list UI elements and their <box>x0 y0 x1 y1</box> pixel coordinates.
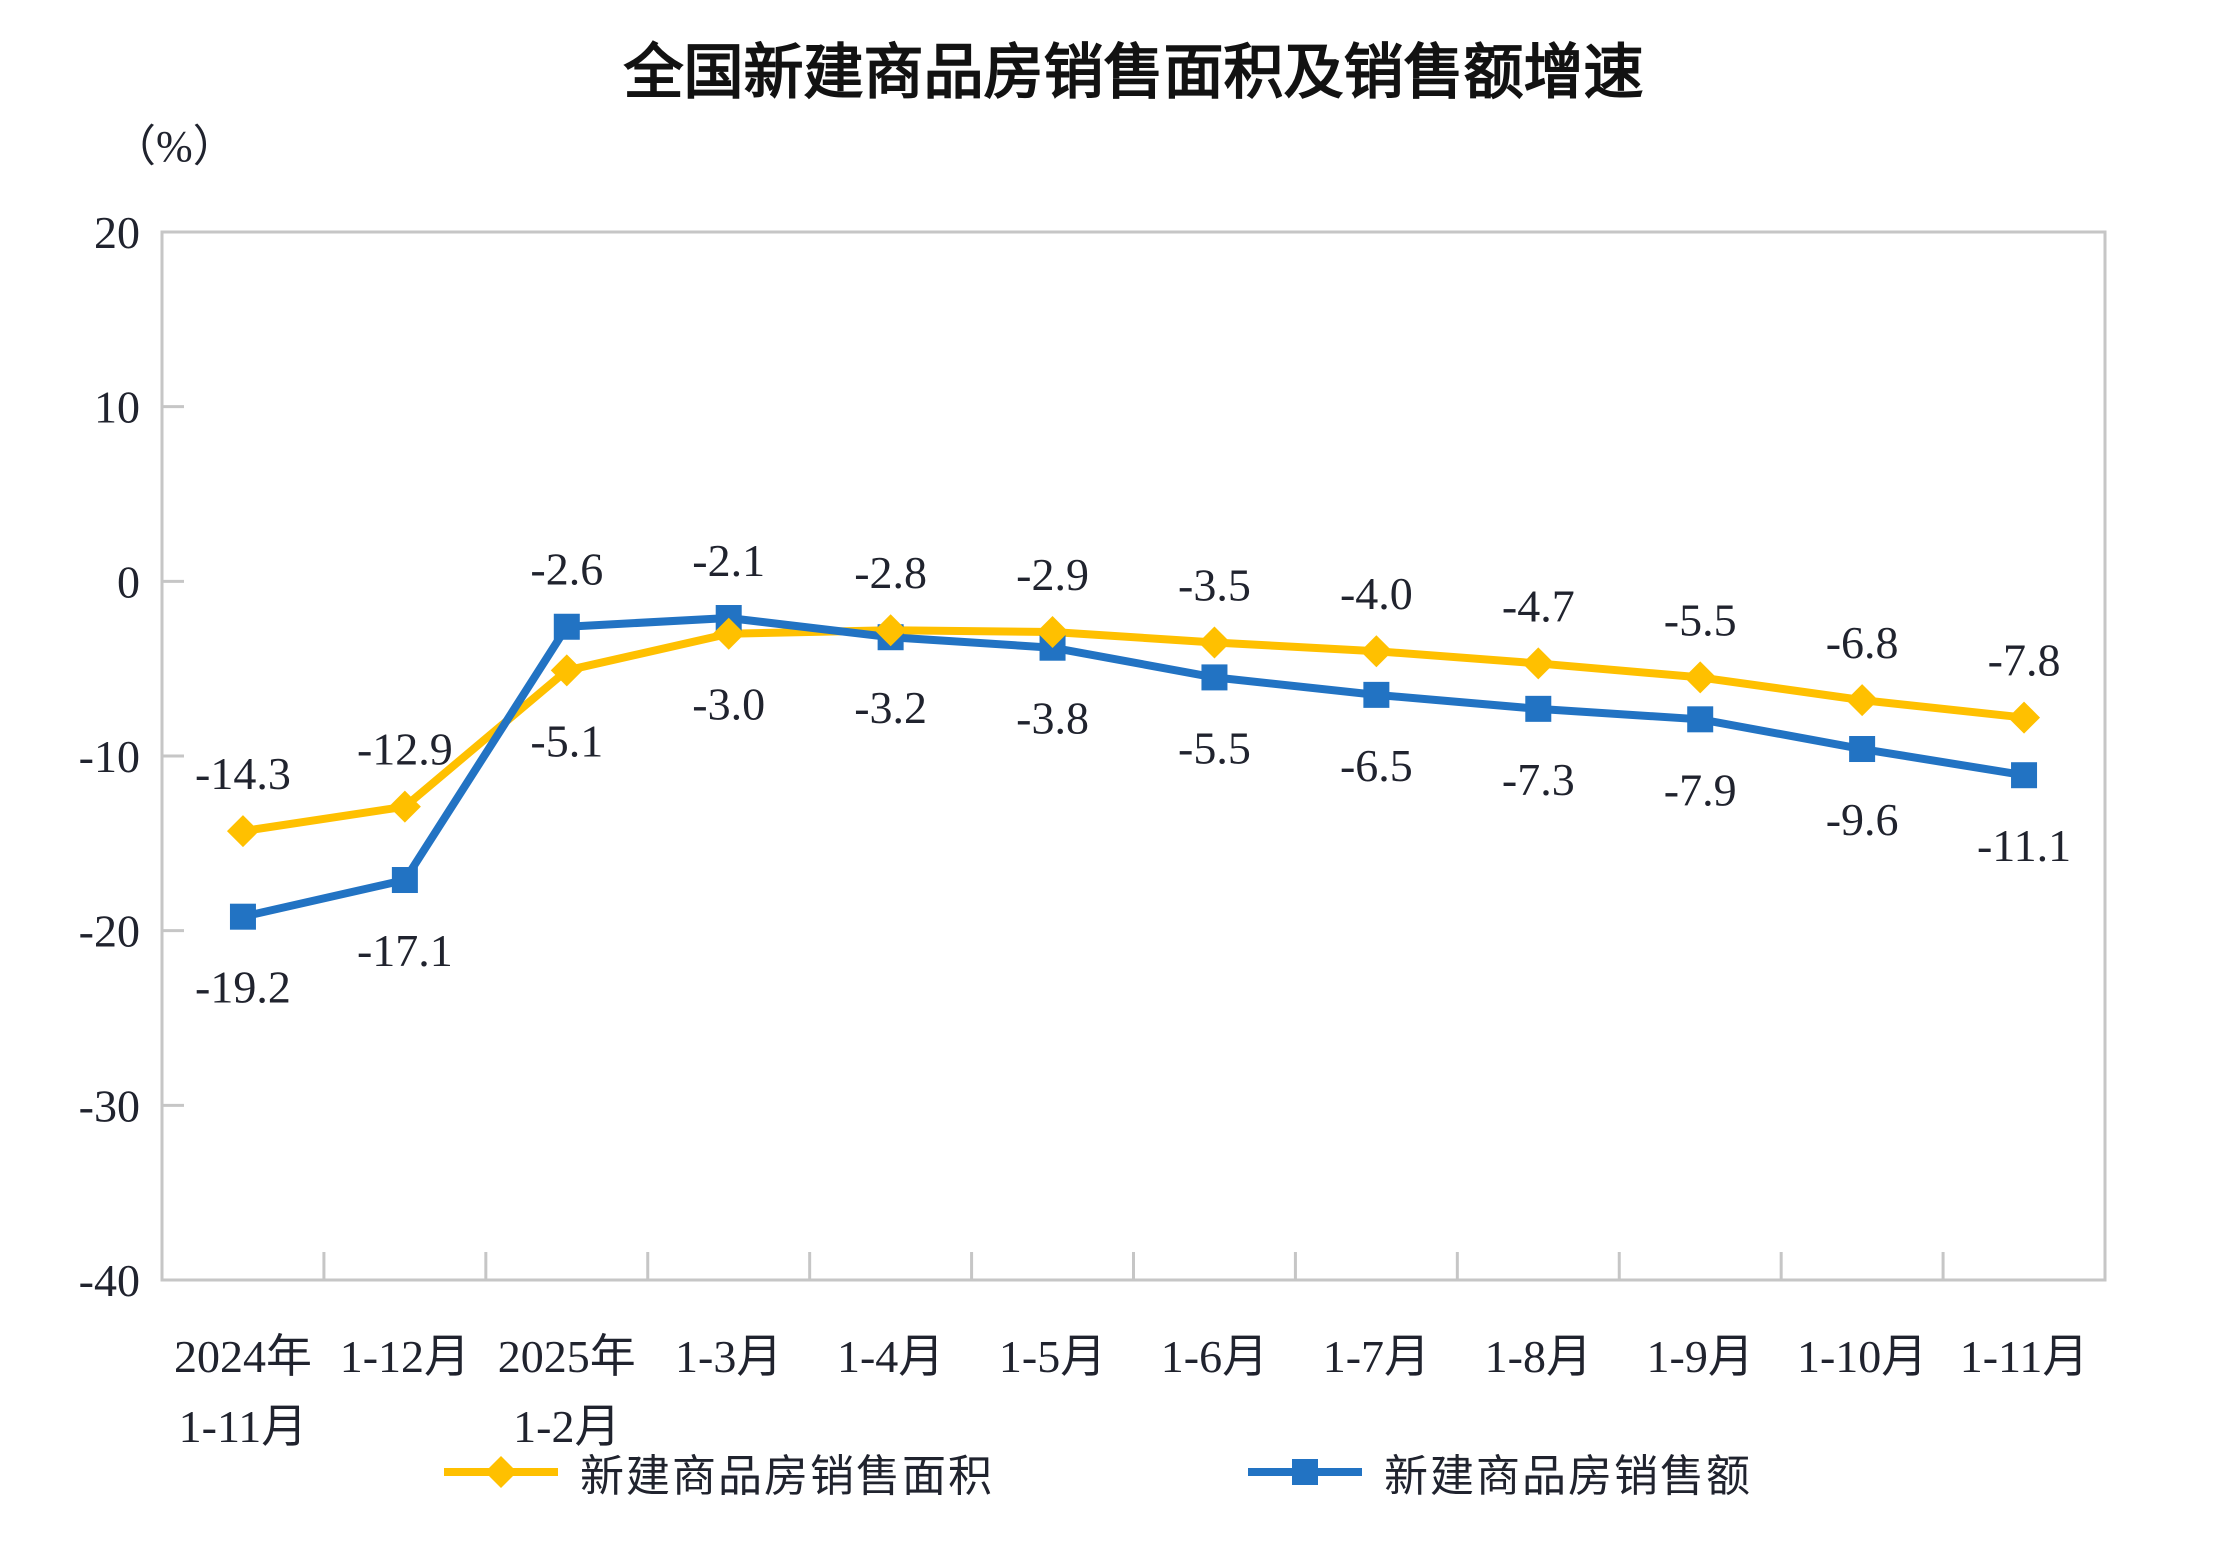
data-label: -4.0 <box>1340 568 1413 619</box>
marker-square <box>1687 706 1714 733</box>
x-tick-label: 1-4月 <box>837 1331 944 1382</box>
data-label: -9.6 <box>1826 794 1899 845</box>
marker-square <box>1363 681 1390 708</box>
series-line-1 <box>238 614 2029 921</box>
marker-diamond <box>1198 626 1231 659</box>
marker-square <box>1201 664 1228 691</box>
data-label: -6.5 <box>1340 740 1413 791</box>
data-label: -5.5 <box>1178 722 1251 773</box>
x-tick-label: 1-7月 <box>1323 1331 1430 1382</box>
marker-square <box>229 903 256 930</box>
y-axis-unit-label: （%） <box>112 122 237 171</box>
data-label: -7.3 <box>1502 754 1575 805</box>
chart-title: 全国新建商品房销售面积及销售额增速 <box>623 39 1644 106</box>
data-label: -2.6 <box>530 544 603 595</box>
x-tick-label: 1-6月 <box>1161 1331 1268 1382</box>
data-label: -3.2 <box>854 682 927 733</box>
marker-diamond <box>1684 661 1717 694</box>
marker-diamond <box>1522 647 1555 680</box>
legend-label-sales-area: 新建商品房销售面积 <box>580 1452 994 1501</box>
x-tick-label: 2025年 1-2月 <box>498 1331 636 1452</box>
data-label: -7.9 <box>1664 764 1737 815</box>
marker-square <box>1525 695 1552 722</box>
marker-diamond <box>550 654 583 687</box>
x-tick-label: 1-10月 <box>1797 1331 1927 1382</box>
y-tick-label: -20 <box>79 906 140 957</box>
data-label: -3.0 <box>692 679 765 730</box>
legend-item-sales-amount: 新建商品房销售额 <box>1244 1446 1752 1501</box>
x-tick-label: 1-9月 <box>1647 1331 1754 1382</box>
y-tick-label: -30 <box>79 1080 140 1131</box>
x-tick-label: 1-5月 <box>999 1331 1106 1382</box>
data-label: -11.1 <box>1977 820 2071 871</box>
y-tick-label: 10 <box>94 382 140 433</box>
data-label: -3.8 <box>1016 693 1089 744</box>
marker-square <box>1292 1459 1318 1485</box>
marker-square <box>1849 736 1876 763</box>
marker-square <box>553 613 580 640</box>
data-label: -3.5 <box>1178 559 1251 610</box>
data-label: -19.2 <box>195 962 291 1013</box>
y-tick-label: 0 <box>117 556 140 607</box>
x-tick-label: 1-3月 <box>675 1331 782 1382</box>
marker-diamond <box>485 1456 517 1488</box>
x-tick-label: 1-11月 <box>1960 1331 2089 1382</box>
legend-marker-diamond <box>444 1456 558 1488</box>
plot-border <box>160 230 2107 1282</box>
marker-square <box>391 867 418 894</box>
data-label: -2.9 <box>1016 549 1089 600</box>
data-label: -6.8 <box>1826 617 1899 668</box>
marker-diamond <box>226 815 259 848</box>
marker-diamond <box>874 614 907 647</box>
marker-diamond <box>2008 701 2041 734</box>
x-tick-label: 1-12月 <box>340 1331 470 1382</box>
legend-marker-square <box>1248 1459 1362 1485</box>
x-tick-label: 2024年 1-11月 <box>174 1331 312 1452</box>
y-tick-label: 20 <box>94 207 140 258</box>
y-tick-label: -10 <box>79 731 140 782</box>
x-tick-label: 1-8月 <box>1485 1331 1592 1382</box>
y-tick-label: -40 <box>79 1255 140 1306</box>
legend-label-sales-amount: 新建商品房销售额 <box>1384 1452 1752 1501</box>
marker-diamond <box>388 790 421 823</box>
legend-item-sales-area: 新建商品房销售面积 <box>440 1446 994 1501</box>
marker-diamond <box>1846 684 1879 717</box>
data-label: -17.1 <box>357 925 453 976</box>
data-label: -2.8 <box>854 547 927 598</box>
marker-diamond <box>1360 635 1393 668</box>
data-label: -7.8 <box>1988 635 2061 686</box>
data-label: -14.3 <box>195 748 291 799</box>
marker-diamond <box>1036 615 1069 648</box>
data-label: -4.7 <box>1502 580 1575 631</box>
marker-diamond <box>712 617 745 650</box>
data-label: -5.1 <box>530 715 603 766</box>
data-label: -2.1 <box>692 535 765 586</box>
series-line-0 <box>238 626 2029 836</box>
marker-square <box>2011 762 2038 789</box>
data-label: -12.9 <box>357 724 453 775</box>
data-label: -5.5 <box>1664 594 1737 645</box>
